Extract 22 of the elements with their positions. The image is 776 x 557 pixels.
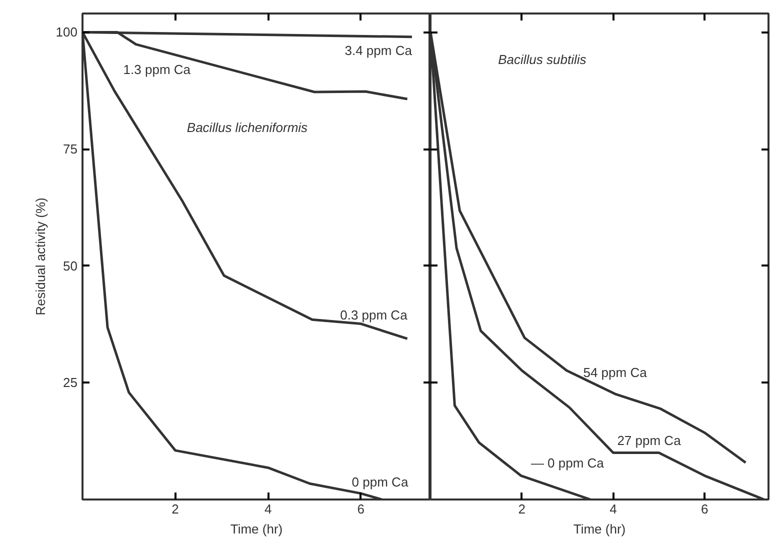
x-axis-title: Time (hr) <box>230 522 283 536</box>
y-tick-label: 100 <box>56 24 78 40</box>
x-tick-label: 6 <box>357 502 365 516</box>
series-label: 0.3 ppm Ca <box>340 308 408 323</box>
x-axis-title: Time (hr) <box>573 522 626 536</box>
series-label: 3.4 ppm Ca <box>344 42 413 58</box>
y-tick-label: 75 <box>63 142 78 157</box>
series-label: 0 ppm Ca <box>352 474 409 490</box>
y-tick-label: 25 <box>63 375 78 390</box>
annotation: Bacillus licheniformis <box>186 120 308 135</box>
y-tick-label: 50 <box>63 258 78 274</box>
x-tick-label: 4 <box>610 502 617 516</box>
series-label: 27 ppm Ca <box>617 432 682 448</box>
series-label: 1.3 ppm Ca <box>123 62 192 78</box>
y-axis-title: Residual activity (%) <box>32 198 48 316</box>
x-tick-label: 2 <box>172 502 179 516</box>
annotation: Bacillus subtilis <box>498 52 587 67</box>
x-tick-label: 4 <box>264 502 272 516</box>
series-label: 54 ppm Ca <box>583 364 648 380</box>
x-tick-label: 2 <box>518 502 526 516</box>
series-label: — 0 ppm Ca <box>530 456 605 471</box>
x-tick-label: 6 <box>700 502 708 516</box>
